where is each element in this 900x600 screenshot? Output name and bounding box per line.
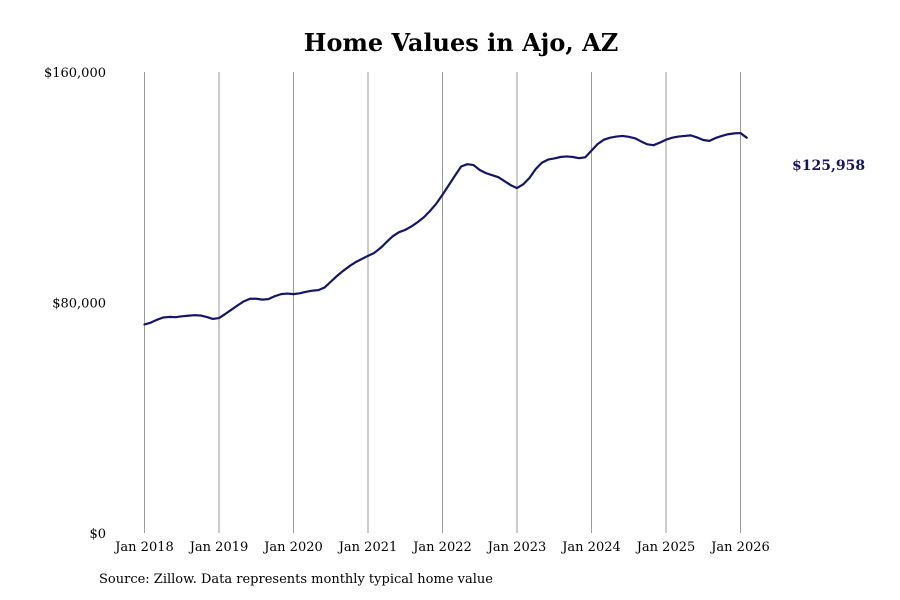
x-tick-label: Jan 2024 bbox=[560, 540, 621, 555]
x-tick-label: Jan 2023 bbox=[486, 540, 547, 555]
x-tick-label: Jan 2025 bbox=[635, 540, 696, 555]
end-value-label: $125,958 bbox=[792, 158, 865, 174]
x-tick-label: Jan 2021 bbox=[337, 540, 398, 555]
grid-lines bbox=[144, 72, 741, 533]
x-tick-label: Jan 2018 bbox=[113, 540, 174, 555]
x-tick-label: Jan 2026 bbox=[709, 540, 770, 555]
x-axis-ticks: Jan 2018 Jan 2019 Jan 2020 Jan 2021 Jan 2022… bbox=[113, 540, 770, 555]
x-tick-label: Jan 2019 bbox=[188, 540, 249, 555]
source-note: Source: Zillow. Data represents monthly … bbox=[99, 572, 493, 587]
y-tick-label: $80,000 bbox=[52, 297, 106, 312]
x-tick-label: Jan 2020 bbox=[262, 540, 323, 555]
home-value-series-line bbox=[143, 131, 748, 326]
y-tick-label: $160,000 bbox=[44, 66, 106, 81]
x-tick-label: Jan 2022 bbox=[411, 540, 472, 555]
y-axis-ticks: $0 $80,000 $160,000 bbox=[44, 66, 106, 542]
chart-title: Home Values in Ajo, AZ bbox=[304, 28, 618, 57]
y-tick-label: $0 bbox=[89, 527, 106, 542]
